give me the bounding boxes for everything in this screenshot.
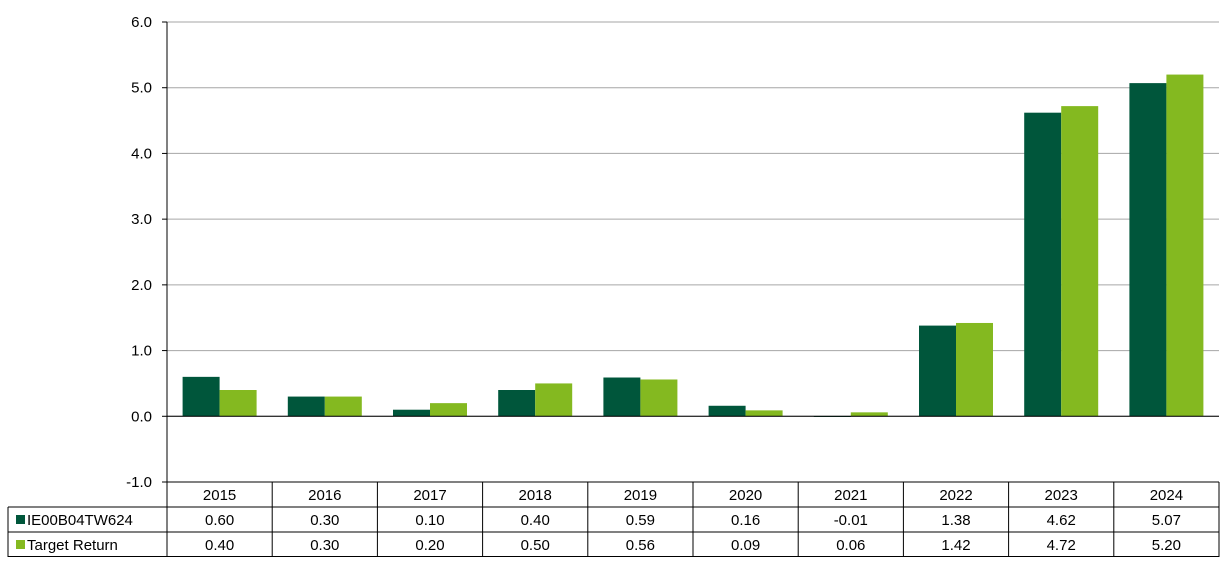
x-tick-label: 2021	[834, 487, 867, 504]
legend-swatch	[16, 515, 25, 524]
data-value-label: 0.59	[626, 512, 655, 529]
x-tick-label: 2017	[413, 487, 446, 504]
bars	[182, 74, 1204, 417]
bar-series-1-2017	[393, 409, 430, 417]
bar-series-2-2015	[219, 390, 257, 417]
data-value-label: 4.62	[1047, 512, 1076, 529]
data-value-label: 0.06	[836, 537, 865, 554]
x-tick-label: 2019	[624, 487, 657, 504]
y-tick-label: 6.0	[131, 14, 152, 31]
data-value-label: 1.42	[941, 537, 970, 554]
data-value-label: 0.50	[521, 537, 550, 554]
data-value-label: 0.20	[415, 537, 444, 554]
data-value-label: 4.72	[1047, 537, 1076, 554]
bar-series-1-2015	[182, 376, 220, 417]
data-value-label: 0.16	[731, 512, 760, 529]
y-tick-label: -1.0	[126, 474, 152, 491]
data-value-label: 5.07	[1152, 512, 1181, 529]
data-value-label: 0.30	[310, 512, 339, 529]
y-tick-label: 5.0	[131, 80, 152, 97]
bar-series-2-2016	[324, 396, 362, 417]
data-value-label: 0.60	[205, 512, 234, 529]
legend-swatch	[16, 540, 25, 549]
x-tick-label: 2016	[308, 487, 341, 504]
bar-series-1-2022	[919, 325, 956, 417]
bar-series-2-2024	[1166, 74, 1204, 417]
y-tick-labels: 6.0 5.0 4.0 3.0 2.0 1.0 0.0 -1.0	[126, 14, 152, 491]
y-tick-label: 4.0	[131, 145, 152, 162]
legend-label: IE00B04TW624	[27, 512, 133, 529]
y-tick-label: 0.0	[131, 408, 152, 425]
bar-series-1-2024	[1129, 83, 1167, 417]
bar-series-1-2020	[708, 405, 746, 417]
data-value-label: 0.40	[205, 537, 234, 554]
y-tick-label: 1.0	[131, 343, 152, 360]
data-value-label: 1.38	[941, 512, 970, 529]
bar-series-2-2021	[850, 412, 888, 417]
bar-series-2-2020	[745, 410, 783, 417]
bar-series-2-2018	[535, 383, 573, 417]
x-tick-label: 2020	[729, 487, 762, 504]
x-tick-label: 2022	[939, 487, 972, 504]
data-table: 2015 2016 2017 2018 2019 2020 2021 2022 2023 2024…	[7, 481, 1220, 557]
legend-label: Target Return	[27, 537, 118, 554]
bar-series-2-2019	[640, 379, 678, 417]
x-tick-label: 2018	[519, 487, 552, 504]
data-value-label: 0.40	[521, 512, 550, 529]
bar-series-1-2023	[1024, 112, 1062, 417]
data-value-label: 0.10	[415, 512, 444, 529]
bar-series-2-2023	[1061, 106, 1099, 417]
data-value-label: -0.01	[834, 512, 868, 529]
x-tick-label: 2015	[203, 487, 236, 504]
bar-series-2-2022	[956, 322, 993, 417]
data-value-label: 0.56	[626, 537, 655, 554]
bar-series-2-2017	[430, 403, 467, 417]
axes	[162, 21, 1219, 483]
y-tick-label: 3.0	[131, 211, 152, 228]
bar-series-1-2019	[603, 377, 641, 417]
data-value-label: 5.20	[1152, 537, 1181, 554]
data-value-label: 0.30	[310, 537, 339, 554]
x-tick-label: 2024	[1150, 487, 1183, 504]
bar-series-1-2016	[287, 396, 325, 417]
data-value-label: 0.09	[731, 537, 760, 554]
x-tick-label: 2023	[1045, 487, 1078, 504]
bar-series-1-2018	[498, 390, 536, 417]
y-tick-label: 2.0	[131, 277, 152, 294]
